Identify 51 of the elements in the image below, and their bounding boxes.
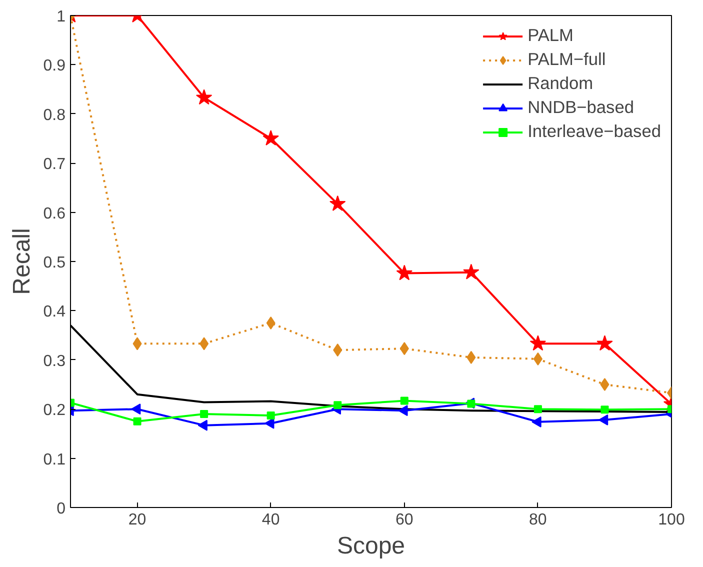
point [330, 195, 346, 211]
y-tick-label: 0.5 [43, 254, 66, 272]
point [596, 335, 613, 351]
point [532, 416, 542, 428]
point [133, 417, 142, 426]
point [334, 401, 342, 410]
y-tick-label: 0 [56, 500, 66, 518]
point [266, 316, 276, 330]
point [598, 414, 608, 426]
point [463, 264, 480, 280]
point [132, 337, 142, 350]
point [200, 337, 209, 350]
y-tick-label: 0.7 [43, 156, 66, 174]
legend-label: Random [528, 73, 594, 94]
x-tick-label: 40 [262, 512, 280, 528]
legend-label: NNDB−based [528, 97, 634, 118]
point [467, 400, 476, 408]
point [262, 130, 279, 146]
point [333, 344, 342, 357]
x-tick-label: 80 [529, 512, 547, 528]
y-tick-label: 0.9 [43, 58, 66, 75]
y-axis-title: Recall [8, 228, 36, 295]
point [200, 410, 208, 418]
point [466, 350, 476, 364]
point [131, 404, 141, 415]
point [196, 89, 212, 105]
y-tick-label: 0.2 [43, 402, 66, 420]
y-tick-label: 0.1 [43, 451, 66, 468]
point [400, 396, 408, 405]
point [398, 405, 408, 416]
y-tick-label: 0.3 [43, 352, 66, 370]
point [534, 405, 542, 414]
y-tick-label: 0.4 [43, 304, 66, 321]
point [400, 342, 409, 356]
y-tick-label: 0.6 [43, 205, 66, 222]
x-tick-label: 20 [128, 512, 146, 528]
point [530, 335, 546, 351]
legend-label: PALM−full [528, 49, 606, 70]
x-tick-label: 60 [395, 512, 414, 528]
legend-label: Interleave−based [528, 121, 661, 142]
x-tick-label: 100 [658, 512, 685, 528]
legend-label: PALM [528, 25, 574, 46]
x-axis-title: Scope [336, 532, 406, 560]
point [266, 411, 275, 420]
point [600, 378, 610, 391]
y-tick-label: 0.8 [43, 106, 66, 124]
point [198, 420, 208, 431]
point [396, 264, 412, 280]
point [600, 406, 609, 414]
y-tick-label: 1 [56, 8, 66, 26]
point [533, 352, 542, 366]
